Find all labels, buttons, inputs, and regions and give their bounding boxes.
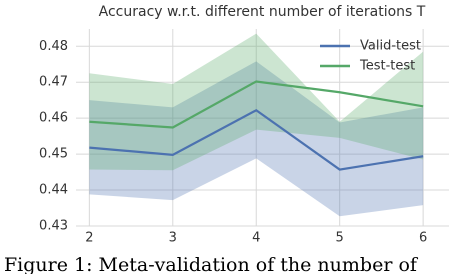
x-tick-label: 3 [169,231,177,246]
x-tick-label: 6 [419,231,427,246]
y-tick-label: 0.45 [39,147,68,162]
legend-label: Test-test [359,59,415,74]
caption: Figure 1: Meta-validation of the number … [4,254,419,274]
y-tick-label: 0.44 [39,183,68,198]
y-tick-label: 0.46 [39,111,68,126]
x-tick-label: 5 [336,231,344,246]
y-tick-label: 0.47 [39,75,68,90]
legend-label: Valid-test [360,39,421,54]
chart-title: Accuracy w.r.t. different number of iter… [99,4,426,20]
x-tick-label: 2 [85,231,93,246]
y-tick-label: 0.43 [39,219,68,234]
band [89,61,424,217]
band [89,33,424,171]
line [89,80,424,129]
line [89,108,424,171]
y-tick-label: 0.48 [39,39,68,54]
x-tick-label: 4 [252,231,260,246]
